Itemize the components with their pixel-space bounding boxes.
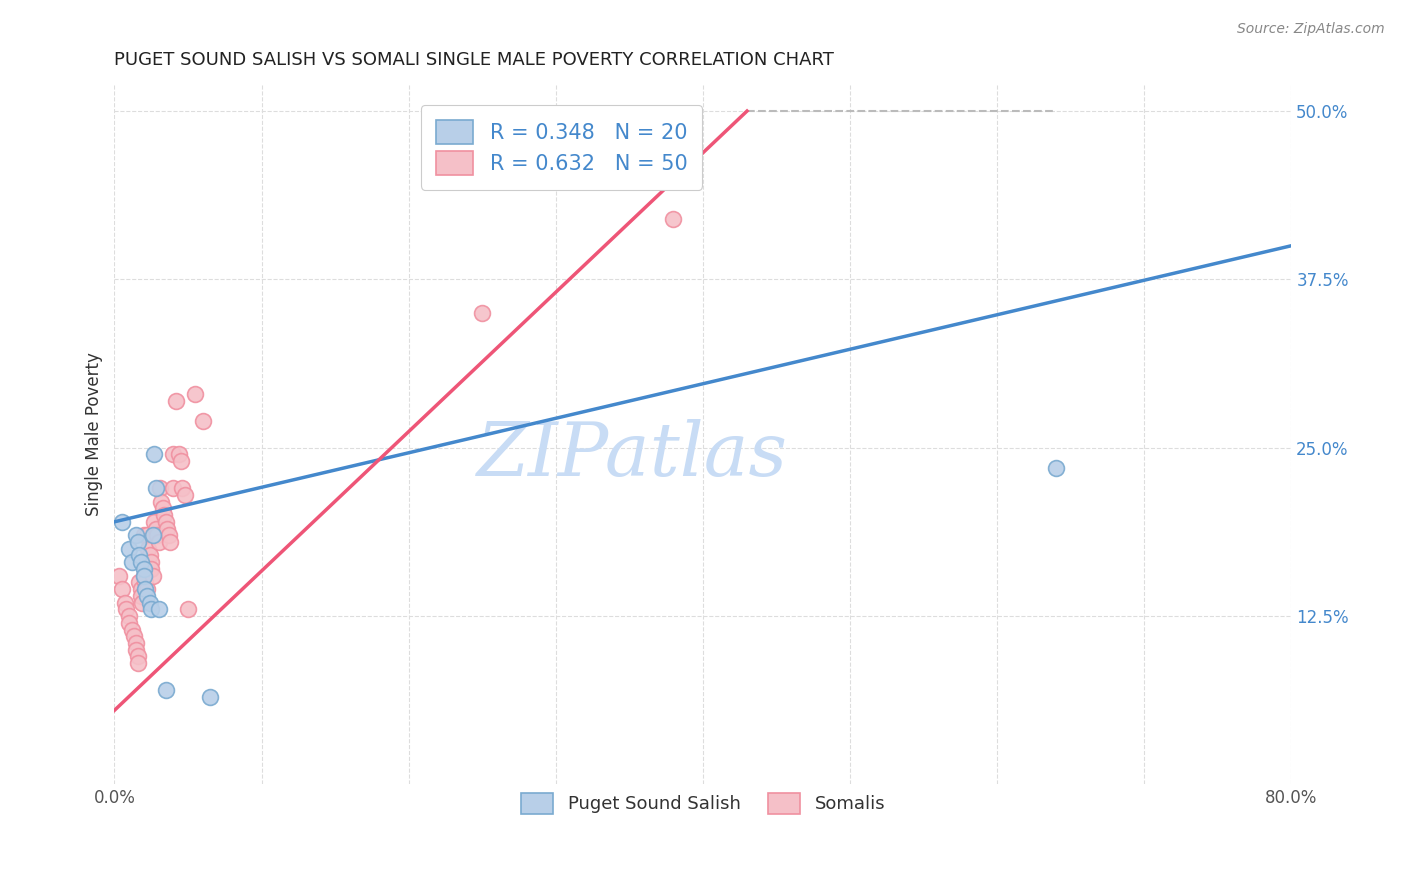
Point: [125, 642, 148, 657]
Point: [129, 582, 152, 596]
Point: [174, 488, 197, 502]
Point: [150, 494, 173, 508]
Point: [121, 555, 143, 569]
Point: [143, 448, 166, 462]
Point: [145, 481, 167, 495]
Point: [134, 575, 156, 590]
Point: [146, 528, 169, 542]
Point: [156, 522, 179, 536]
Point: [121, 623, 143, 637]
Text: PUGET SOUND SALISH VS SOMALI SINGLE MALE POVERTY CORRELATION CHART: PUGET SOUND SALISH VS SOMALI SINGLE MALE…: [114, 51, 834, 69]
Point: [136, 541, 159, 556]
Point: [138, 596, 160, 610]
Point: [118, 615, 141, 630]
Point: [662, 211, 685, 226]
Point: [127, 649, 149, 664]
Point: [162, 448, 184, 462]
Point: [177, 602, 200, 616]
Point: [125, 528, 148, 542]
Point: [172, 481, 194, 495]
Text: Source: ZipAtlas.com: Source: ZipAtlas.com: [1237, 22, 1385, 37]
Text: ZIPatlas: ZIPatlas: [477, 419, 787, 491]
Point: [141, 562, 163, 576]
Point: [125, 636, 148, 650]
Legend: Puget Sound Salish, Somalis: Puget Sound Salish, Somalis: [510, 782, 896, 824]
Point: [128, 549, 150, 563]
Point: [145, 522, 167, 536]
Point: [153, 508, 176, 522]
Point: [135, 582, 157, 596]
Point: [129, 589, 152, 603]
Y-axis label: Single Male Poverty: Single Male Poverty: [86, 352, 103, 516]
Point: [132, 528, 155, 542]
Point: [138, 549, 160, 563]
Point: [132, 562, 155, 576]
Point: [128, 575, 150, 590]
Point: [149, 481, 172, 495]
Point: [148, 535, 170, 549]
Point: [155, 683, 177, 698]
Point: [132, 568, 155, 582]
Point: [165, 393, 187, 408]
Point: [169, 454, 191, 468]
Point: [471, 306, 494, 320]
Point: [155, 515, 177, 529]
Point: [135, 589, 157, 603]
Point: [159, 535, 181, 549]
Point: [115, 602, 138, 616]
Point: [191, 414, 214, 428]
Point: [162, 481, 184, 495]
Point: [131, 596, 153, 610]
Point: [142, 528, 165, 542]
Point: [114, 596, 136, 610]
Point: [127, 657, 149, 671]
Point: [184, 387, 207, 401]
Point: [118, 541, 141, 556]
Point: [118, 609, 141, 624]
Point: [152, 501, 174, 516]
Point: [143, 515, 166, 529]
Point: [141, 602, 163, 616]
Point: [132, 568, 155, 582]
Point: [129, 555, 152, 569]
Point: [135, 528, 157, 542]
Point: [198, 690, 221, 704]
Point: [157, 528, 180, 542]
Point: [141, 555, 163, 569]
Point: [111, 515, 134, 529]
Point: [167, 448, 190, 462]
Point: [108, 568, 131, 582]
Point: [134, 582, 156, 596]
Point: [1045, 461, 1067, 475]
Point: [111, 582, 134, 596]
Point: [148, 602, 170, 616]
Point: [122, 629, 145, 643]
Point: [127, 535, 149, 549]
Point: [142, 568, 165, 582]
